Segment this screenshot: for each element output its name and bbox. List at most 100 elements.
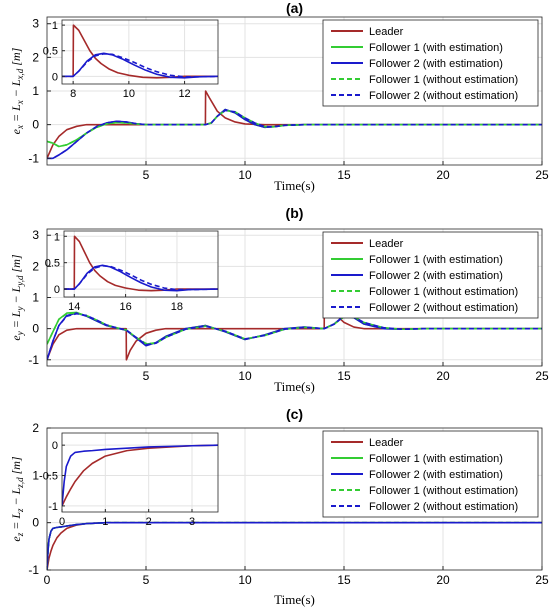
chart-title: (c) bbox=[286, 406, 303, 422]
y-tick-label: -1 bbox=[28, 353, 39, 367]
chart-title: (a) bbox=[286, 0, 303, 16]
y-axis-label: ex = Lx − Lx,d [m] bbox=[9, 47, 25, 134]
inset-y-tick-label: 0 bbox=[52, 71, 58, 83]
legend-entry: Follower 1 (without estimation) bbox=[369, 485, 518, 497]
series-line-4 bbox=[47, 521, 542, 570]
x-tick-label: 25 bbox=[535, 168, 549, 182]
inset-frame bbox=[61, 432, 219, 513]
legend-entry: Follower 2 (without estimation) bbox=[369, 302, 518, 314]
x-tick-label: 15 bbox=[337, 369, 351, 383]
legend-entry: Follower 1 (without estimation) bbox=[369, 74, 518, 86]
x-tick-label: 10 bbox=[238, 168, 252, 182]
y-tick-label: 0 bbox=[32, 516, 39, 530]
inset-x-tick-label: 3 bbox=[189, 516, 195, 528]
inset-plot: 14 16 18 0 0.5 1 bbox=[45, 230, 219, 313]
inset-plot: 0 1 2 3 -1 -0.5 0 bbox=[39, 432, 219, 528]
x-tick-label: 10 bbox=[238, 369, 252, 383]
inset-series-line-0 bbox=[64, 235, 218, 292]
axes-frame bbox=[46, 427, 543, 571]
inset-x-tick-label: 18 bbox=[171, 301, 183, 313]
legend: Leader Follower 1 (with estimation) Follow… bbox=[322, 231, 539, 319]
y-axis-label: ez = Lz − Lz,d [m] bbox=[9, 456, 25, 542]
x-tick-label: 25 bbox=[535, 573, 549, 587]
inset-series-line-1 bbox=[62, 52, 218, 79]
y-tick-label: 1 bbox=[32, 291, 39, 305]
inset-plot: 8 10 12 0 0.5 1 bbox=[43, 19, 219, 100]
y-tick-label: 2 bbox=[32, 259, 39, 273]
inset-y-tick-label: -1 bbox=[48, 501, 58, 513]
inset-y-tick-label: 1 bbox=[54, 231, 60, 243]
series-group bbox=[47, 90, 542, 160]
legend-entry: Leader bbox=[369, 238, 404, 250]
inset-y-tick-label: 0.5 bbox=[45, 258, 60, 270]
inset-series-line-1 bbox=[62, 444, 218, 506]
y-axis-label: ey = Ly − Ly,d [m] bbox=[9, 254, 25, 340]
inset-series-group bbox=[64, 235, 218, 292]
y-tick-label: -1 bbox=[28, 563, 39, 577]
y-tick-label: 1 bbox=[32, 84, 39, 98]
x-tick-label: 10 bbox=[238, 573, 252, 587]
legend: Leader Follower 1 (with estimation) Follow… bbox=[322, 430, 539, 518]
inset-area bbox=[64, 231, 218, 297]
x-tick-label: 5 bbox=[143, 369, 150, 383]
inset-series-line-2 bbox=[64, 265, 218, 291]
legend-entry: Follower 2 (with estimation) bbox=[369, 469, 503, 481]
series-group bbox=[47, 521, 542, 570]
inset-series-line-1 bbox=[64, 264, 218, 292]
inset-y-tick-label: 0.5 bbox=[43, 46, 58, 58]
x-tick-label: 5 bbox=[143, 573, 150, 587]
y-tick-label: 1 bbox=[32, 468, 39, 482]
inset-x-tick-label: 14 bbox=[68, 301, 80, 313]
inset-x-tick-label: 2 bbox=[146, 516, 152, 528]
legend-entry: Leader bbox=[369, 26, 404, 38]
legend-entry: Leader bbox=[369, 437, 404, 449]
inset-x-tick-label: 0 bbox=[59, 516, 65, 528]
legend-entry: Follower 2 (without estimation) bbox=[369, 501, 518, 513]
legend-entry: Follower 1 (with estimation) bbox=[369, 42, 503, 54]
inset-x-tick-label: 10 bbox=[123, 88, 135, 100]
legend-entry: Follower 2 (with estimation) bbox=[369, 58, 503, 70]
inset-series-group bbox=[62, 24, 218, 79]
series-line-3 bbox=[47, 109, 542, 148]
y-tick-label: 2 bbox=[32, 421, 39, 435]
x-tick-label: 5 bbox=[143, 168, 150, 182]
legend-entry: Follower 1 (with estimation) bbox=[369, 453, 503, 465]
x-tick-label: 25 bbox=[535, 369, 549, 383]
x-tick-label: 0 bbox=[44, 573, 51, 587]
series-line-4 bbox=[47, 109, 542, 160]
y-tick-label: 3 bbox=[32, 17, 39, 31]
inset-series-line-0 bbox=[62, 24, 218, 79]
inset-frame bbox=[63, 230, 219, 298]
chart-title: (b) bbox=[286, 205, 304, 221]
inset-x-tick-label: 16 bbox=[119, 301, 131, 313]
y-tick-label: 0 bbox=[32, 118, 39, 132]
inset-y-tick-label: 0 bbox=[52, 440, 58, 452]
y-tick-label: -1 bbox=[28, 151, 39, 165]
legend: Leader Follower 1 (with estimation) Follow… bbox=[322, 19, 539, 107]
inset-y-tick-label: 1 bbox=[52, 20, 58, 32]
legend-entry: Follower 1 (without estimation) bbox=[369, 286, 518, 298]
inset-frame bbox=[61, 19, 219, 85]
y-tick-label: 3 bbox=[32, 228, 39, 242]
x-tick-label: 20 bbox=[436, 573, 450, 587]
x-tick-label: 15 bbox=[337, 168, 351, 182]
x-tick-label: 20 bbox=[436, 369, 450, 383]
x-axis-label: Time(s) bbox=[274, 379, 315, 394]
legend-entry: Follower 1 (with estimation) bbox=[369, 254, 503, 266]
x-tick-label: 20 bbox=[436, 168, 450, 182]
y-tick-label: 2 bbox=[32, 50, 39, 64]
inset-x-tick-label: 8 bbox=[70, 88, 76, 100]
x-axis-label: Time(s) bbox=[274, 592, 315, 607]
inset-x-tick-label: 12 bbox=[178, 88, 190, 100]
x-axis-label: Time(s) bbox=[274, 178, 315, 193]
inset-series-group bbox=[62, 444, 218, 507]
y-tick-label: 0 bbox=[32, 322, 39, 336]
subplot-b: (b) 5 10 15 20 25 -1 0 1 2 3 Time(s) ey = Ly − Ly,d … bbox=[9, 205, 549, 394]
inset-x-tick-label: 1 bbox=[102, 516, 108, 528]
x-tick-label: 15 bbox=[337, 573, 351, 587]
legend-entry: Follower 2 (with estimation) bbox=[369, 270, 503, 282]
inset-area bbox=[62, 20, 218, 84]
